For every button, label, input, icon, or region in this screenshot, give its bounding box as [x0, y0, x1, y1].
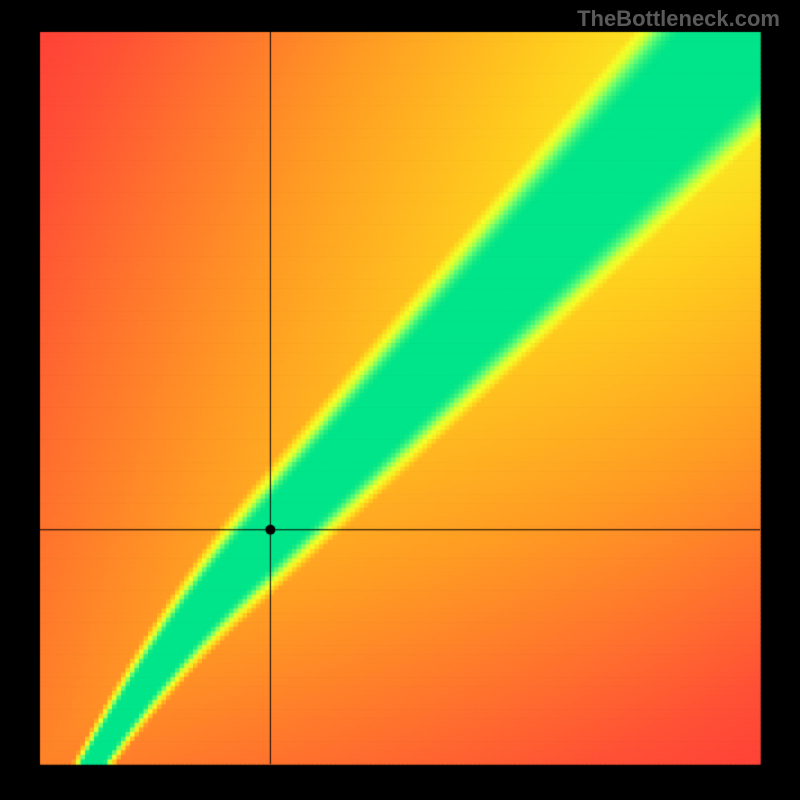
heatmap-canvas [0, 0, 800, 800]
watermark-text: TheBottleneck.com [577, 6, 780, 32]
chart-container: TheBottleneck.com [0, 0, 800, 800]
